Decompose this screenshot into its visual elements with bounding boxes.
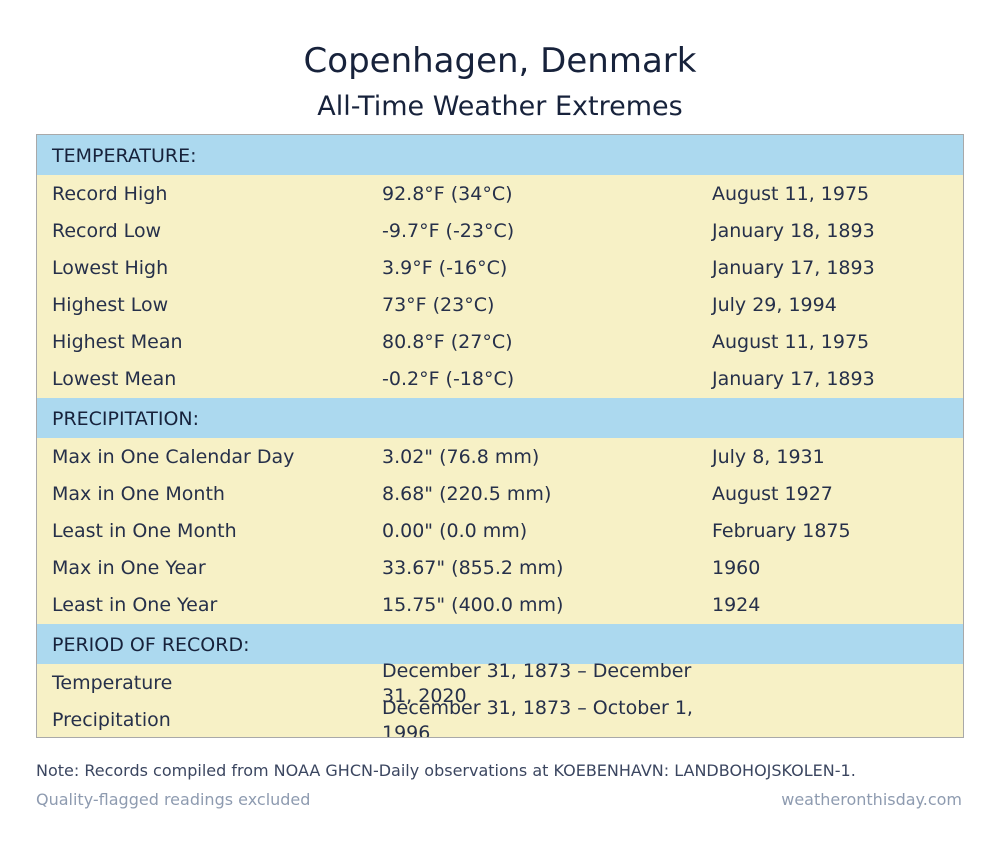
table-row: Lowest Mean -0.2°F (-18°C) January 17, 1… — [37, 361, 963, 398]
row-value: 8.68" (220.5 mm) — [382, 483, 552, 505]
row-label: Max in One Calendar Day — [52, 446, 295, 468]
extremes-table: TEMPERATURE: Record High 92.8°F (34°C) A… — [36, 134, 964, 738]
row-value: 92.8°F (34°C) — [382, 183, 513, 205]
row-value: 73°F (23°C) — [382, 294, 495, 316]
row-value: December 31, 1873 – October 1, 1996 — [382, 697, 693, 738]
row-label: Temperature — [52, 672, 173, 694]
row-date: July 8, 1931 — [712, 446, 825, 468]
row-value: December 31, 1873 – December 31, 2020 — [382, 660, 692, 707]
row-value: 80.8°F (27°C) — [382, 331, 513, 353]
table-row: Max in One Year 33.67" (855.2 mm) 1960 — [37, 550, 963, 587]
table-row: Temperature December 31, 1873 – December… — [37, 660, 963, 707]
table-row: Highest Low 73°F (23°C) July 29, 1994 — [37, 287, 963, 324]
table-row: Precipitation December 31, 1873 – Octobe… — [37, 697, 963, 737]
row-label: Max in One Year — [52, 557, 206, 579]
row-date: January 17, 1893 — [712, 368, 875, 390]
table-row: Lowest High 3.9°F (-16°C) January 17, 18… — [37, 250, 963, 287]
period-rows: Temperature December 31, 1873 – December… — [37, 660, 963, 737]
table-row: Max in One Calendar Day 3.02" (76.8 mm) … — [37, 439, 963, 476]
row-label: Highest Mean — [52, 331, 183, 353]
row-value: 0.00" (0.0 mm) — [382, 520, 528, 542]
table-row: Highest Mean 80.8°F (27°C) August 11, 19… — [37, 324, 963, 361]
row-date: January 18, 1893 — [712, 220, 875, 242]
section-header-period-of-record: PERIOD OF RECORD: — [37, 624, 963, 664]
row-label: Precipitation — [52, 709, 171, 731]
row-value: 15.75" (400.0 mm) — [382, 594, 564, 616]
row-date: 1960 — [712, 557, 761, 579]
row-label: Record High — [52, 183, 168, 205]
temperature-rows: Record High 92.8°F (34°C) August 11, 197… — [37, 175, 963, 398]
row-value: -9.7°F (-23°C) — [382, 220, 515, 242]
row-label: Least in One Year — [52, 594, 218, 616]
section-header-precipitation: PRECIPITATION: — [37, 398, 963, 438]
row-date: August 11, 1975 — [712, 183, 870, 205]
row-label: Max in One Month — [52, 483, 225, 505]
quality-note: Quality-flagged readings excluded — [36, 790, 311, 809]
row-value: 3.9°F (-16°C) — [382, 257, 508, 279]
page-subtitle: All-Time Weather Extremes — [317, 91, 683, 122]
table-row: Least in One Month 0.00" (0.0 mm) Februa… — [37, 513, 963, 550]
row-value: -0.2°F (-18°C) — [382, 368, 515, 390]
footnote: Note: Records compiled from NOAA GHCN-Da… — [36, 761, 856, 780]
row-date: January 17, 1893 — [712, 257, 875, 279]
table-row: Record High 92.8°F (34°C) August 11, 197… — [37, 176, 963, 213]
row-date: August 1927 — [712, 483, 833, 505]
row-date: August 11, 1975 — [712, 331, 870, 353]
table-row: Record Low -9.7°F (-23°C) January 18, 18… — [37, 213, 963, 250]
source-credit: weatheronthisday.com — [781, 790, 962, 809]
page-title: Copenhagen, Denmark — [303, 41, 697, 81]
table-row: Max in One Month 8.68" (220.5 mm) August… — [37, 476, 963, 513]
section-header-temperature: TEMPERATURE: — [37, 135, 963, 175]
row-label: Record Low — [52, 220, 162, 242]
row-date: 1924 — [712, 594, 761, 616]
table-row: Least in One Year 15.75" (400.0 mm) 1924 — [37, 587, 963, 624]
row-label: Least in One Month — [52, 520, 237, 542]
row-value: 33.67" (855.2 mm) — [382, 557, 564, 579]
row-value: 3.02" (76.8 mm) — [382, 446, 540, 468]
row-date: July 29, 1994 — [712, 294, 837, 316]
row-label: Lowest High — [52, 257, 169, 279]
row-label: Highest Low — [52, 294, 169, 316]
row-date: February 1875 — [712, 520, 851, 542]
precipitation-rows: Max in One Calendar Day 3.02" (76.8 mm) … — [37, 438, 963, 624]
row-label: Lowest Mean — [52, 368, 177, 390]
